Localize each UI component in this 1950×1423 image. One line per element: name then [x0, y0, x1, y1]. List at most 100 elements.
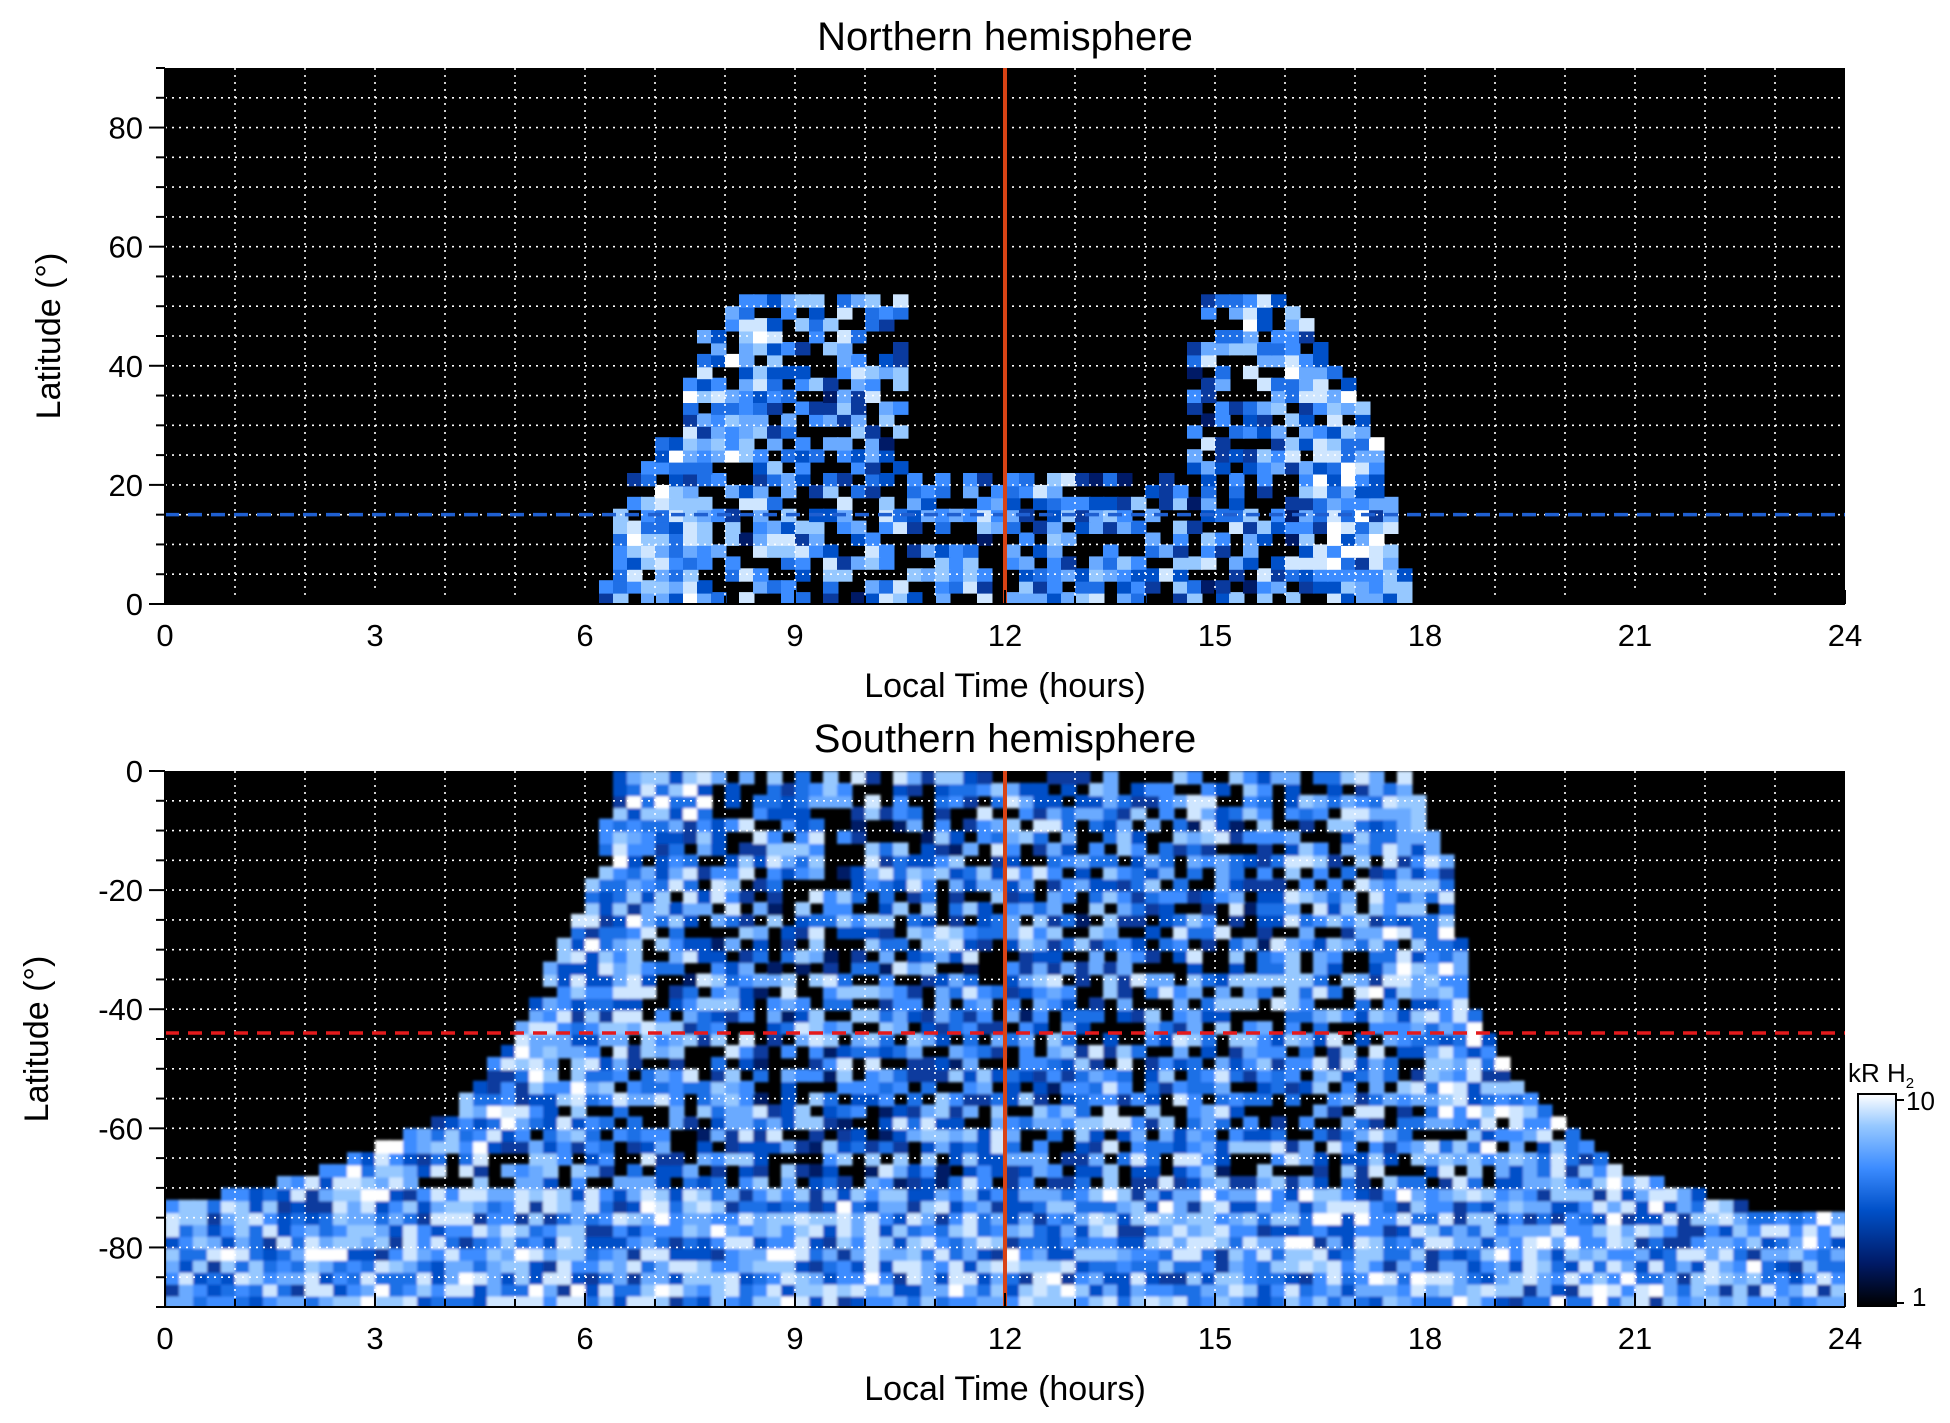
- north-emission-cell: [795, 532, 811, 546]
- south-emission-cell: [1789, 1283, 1805, 1297]
- south-emission-cell: [1579, 1295, 1595, 1307]
- north-emission-cell: [1271, 294, 1287, 308]
- south-emission-cell: [1257, 806, 1273, 821]
- south-emission-cell: [1369, 1068, 1385, 1083]
- south-emission-cell: [347, 1223, 363, 1237]
- south-emission-cell: [1215, 806, 1231, 821]
- south-emission-cell: [1341, 1247, 1357, 1261]
- south-emission-cell: [739, 1009, 755, 1023]
- north-emission-cell: [1355, 425, 1371, 439]
- south-emission-cell: [1145, 818, 1161, 832]
- south-emission-cell: [907, 866, 923, 880]
- south-emission-cell: [515, 1283, 531, 1297]
- south-emission-cell: [1047, 985, 1063, 999]
- north-emission-cell: [907, 473, 923, 487]
- south-emission-cell: [641, 1235, 657, 1249]
- south-emission-cell: [963, 949, 979, 964]
- south-emission-cell: [1397, 902, 1413, 916]
- south-emission-cell: [1033, 1140, 1049, 1154]
- north-emission-cell: [767, 473, 783, 487]
- south-emission-cell: [655, 1128, 671, 1142]
- south-emission-cell: [781, 949, 797, 964]
- south-emission-cell: [1159, 902, 1175, 916]
- south-emission-cell: [879, 1176, 895, 1190]
- north-emission-cell: [1061, 473, 1077, 487]
- south-emission-cell: [1117, 866, 1133, 880]
- south-emission-cell: [1439, 1104, 1455, 1118]
- south-emission-cell: [935, 866, 951, 880]
- south-emission-cell: [991, 1068, 1007, 1083]
- north-emission-cell: [977, 592, 993, 604]
- north-emission-cell: [683, 496, 699, 511]
- south-emission-cell: [459, 1164, 475, 1178]
- south-emission-cell: [963, 937, 979, 952]
- south-emission-cell: [865, 806, 881, 821]
- north-emission-cell: [1285, 461, 1301, 475]
- north-emission-cell: [781, 365, 797, 380]
- south-emission-cell: [837, 1283, 853, 1297]
- south-emission-cell: [711, 1104, 727, 1118]
- colorbar-max-label: 10: [1906, 1086, 1935, 1116]
- south-emission-cell: [1117, 985, 1133, 999]
- south-emission-cell: [1299, 997, 1315, 1011]
- south-emission-cell: [1229, 961, 1245, 975]
- south-emission-cell: [221, 1223, 237, 1237]
- south-emission-cell: [1159, 866, 1175, 880]
- north-emission-cell: [683, 580, 699, 594]
- north-emission-cell: [1131, 556, 1147, 570]
- north-emission-cell: [1243, 580, 1259, 594]
- south-emission-cell: [1341, 830, 1357, 844]
- south-emission-cell: [655, 1295, 671, 1307]
- north-emission-cell: [991, 520, 1007, 534]
- south-emission-cell: [599, 1009, 615, 1023]
- south-emission-cell: [1173, 1247, 1189, 1261]
- south-emission-cell: [1089, 1283, 1105, 1297]
- south-emission-cell: [1369, 1021, 1385, 1035]
- south-emission-cell: [963, 1187, 979, 1202]
- south-emission-cell: [1257, 1187, 1273, 1202]
- south-emission-cell: [655, 866, 671, 880]
- north-emission-cell: [1159, 544, 1175, 558]
- south-emission-cell: [795, 949, 811, 964]
- south-emission-cell: [949, 1128, 965, 1142]
- north-emission-cell: [851, 365, 867, 380]
- south-emission-cell: [725, 1223, 741, 1237]
- south-emission-cell: [963, 1056, 979, 1071]
- south-emission-cell: [1033, 961, 1049, 975]
- south-emission-cell: [403, 1223, 419, 1237]
- south-emission-cell: [1089, 1223, 1105, 1237]
- south-emission-cell: [1145, 1164, 1161, 1178]
- south-emission-cell: [1439, 1199, 1455, 1214]
- south-emission-cell: [1383, 925, 1399, 940]
- south-emission-cell: [1551, 1235, 1567, 1249]
- south-emission-cell: [557, 1140, 573, 1154]
- south-emission-cell: [655, 842, 671, 856]
- south-emission-cell: [445, 1247, 461, 1261]
- north-emission-cell: [907, 484, 923, 499]
- south-emission-cell: [949, 1009, 965, 1023]
- south-emission-cell: [1075, 1295, 1091, 1307]
- south-emission-cell: [627, 1187, 643, 1202]
- south-emission-cell: [627, 961, 643, 975]
- south-emission-cell: [1173, 1295, 1189, 1307]
- south-emission-cell: [1187, 1068, 1203, 1083]
- south-emission-cell: [585, 1223, 601, 1237]
- south-emission-cell: [711, 1068, 727, 1083]
- south-emission-cell: [725, 1295, 741, 1307]
- north-emission-cell: [739, 306, 755, 320]
- north-emission-cell: [1355, 592, 1371, 604]
- south-emission-cell: [1453, 949, 1469, 964]
- south-emission-cell: [333, 1295, 349, 1307]
- south-emission-cell: [1243, 878, 1259, 892]
- south-emission-cell: [767, 1283, 783, 1297]
- north-emission-cell: [977, 473, 993, 487]
- south-emission-cell: [1117, 1223, 1133, 1237]
- south-emission-cell: [613, 878, 629, 892]
- south-emission-cell: [809, 1247, 825, 1261]
- south-emission-cell: [221, 1199, 237, 1214]
- north-emission-cell: [1229, 520, 1245, 534]
- south-emission-cell: [1257, 1045, 1273, 1059]
- south-emission-cell: [809, 1199, 825, 1214]
- south-emission-cell: [1327, 985, 1343, 999]
- south-emission-cell: [781, 806, 797, 821]
